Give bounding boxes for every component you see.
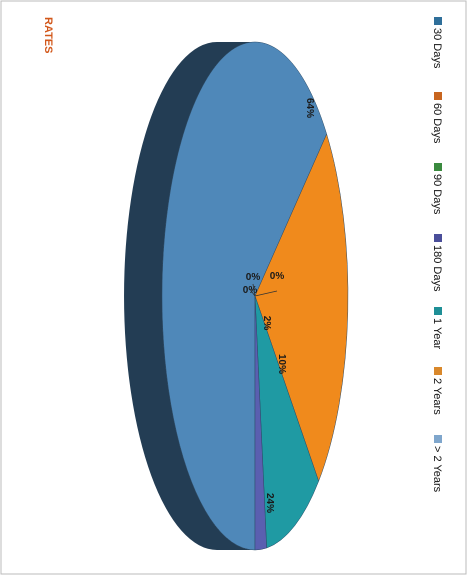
leader-line-1 [252,283,256,297]
legend-swatch-1 [434,92,442,100]
pie-slice-1 [254,133,349,482]
legend-label-4: 1 Year [431,318,443,350]
pie-slice-6 [254,295,267,551]
pie-slice-5 [254,295,319,549]
data-label-5: 10% [276,354,287,374]
legend-label-5: 2 Years [431,378,443,415]
legend-swatch-6 [434,435,442,443]
legend-swatch-5 [434,367,442,375]
legend-label-3: 180 Days [431,245,443,292]
legend-label-1: 60 Days [431,103,443,144]
chart-title: RATES [42,17,54,53]
legend: 30 Days 60 Days 90 Days 180 Days 1 Year 2 Yea… [431,17,443,493]
legend-swatch-3 [434,234,442,242]
data-label-0: 64% [304,98,315,118]
legend-swatch-2 [434,163,442,171]
leader-line-0 [248,287,256,297]
legend-label-6: > 2 Years [431,446,443,493]
data-label-1: 24% [264,493,275,513]
pie-side-0 [124,42,255,550]
legend-swatch-4 [434,307,442,315]
leader-line-2 [254,290,278,297]
pie-slice-0 [161,41,327,551]
data-label-3: 0% [246,272,261,283]
data-label-4: 0% [270,271,285,282]
legend-label-0: 30 Days [431,28,443,69]
legend-label-2: 90 Days [431,174,443,215]
data-label-2: 0% [243,285,258,296]
data-label-6: 2% [261,316,272,331]
legend-swatch-0 [434,17,442,25]
